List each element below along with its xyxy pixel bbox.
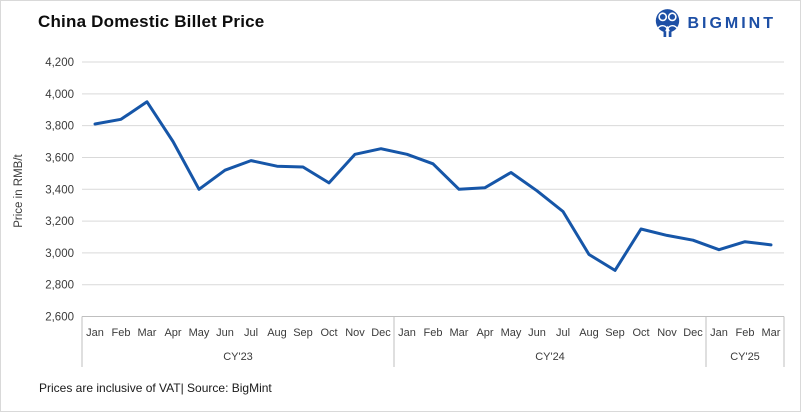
x-tick-label: Aug [579, 327, 599, 339]
price-series-line [93, 100, 773, 272]
x-tick-label: Oct [632, 327, 649, 339]
x-tick-label: Feb [736, 327, 755, 339]
y-tick-label: 3,400 [45, 184, 74, 196]
x-tick-label: Apr [476, 327, 493, 339]
x-tick-label: Dec [371, 327, 391, 339]
x-tick-label: Jan [86, 327, 104, 339]
y-tick-label: 4,000 [45, 89, 74, 101]
x-tick-label: Feb [112, 327, 131, 339]
y-tick-label: 3,200 [45, 216, 74, 228]
x-tick-label: Mar [762, 327, 781, 339]
y-tick-label: 4,200 [45, 57, 74, 69]
x-tick-label: Nov [657, 327, 677, 339]
bigmint-logo-text: BIGMINT [687, 14, 776, 32]
x-tick-label: Jan [398, 327, 416, 339]
x-tick-label: Sep [293, 327, 313, 339]
page-title: China Domestic Billet Price [38, 12, 265, 31]
y-tick-label: 3,000 [45, 248, 74, 260]
x-tick-label: Dec [683, 327, 703, 339]
x-tick-label: Aug [267, 327, 287, 339]
x-tick-label: Jun [216, 327, 234, 339]
x-tick-label: Jul [244, 327, 258, 339]
x-group-label: CY'25 [730, 351, 760, 363]
x-tick-label: May [189, 327, 210, 339]
x-tick-label: Jul [556, 327, 570, 339]
y-tick-label: 2,600 [45, 312, 74, 324]
source-note: Prices are inclusive of VAT| Source: Big… [39, 381, 272, 395]
x-tick-label: Mar [138, 327, 157, 339]
x-tick-label: Oct [320, 327, 337, 339]
bigmint-logo: BIGMINT [654, 8, 776, 39]
y-tick-label: 3,800 [45, 121, 74, 133]
bigmint-logo-icon [656, 9, 680, 37]
y-tick-label: 2,800 [45, 280, 74, 292]
x-group-label: CY'23 [223, 351, 253, 363]
x-tick-label: Feb [424, 327, 443, 339]
x-tick-label: Mar [450, 327, 469, 339]
x-tick-label: Nov [345, 327, 365, 339]
x-tick-label: Apr [164, 327, 181, 339]
x-tick-label: Jun [528, 327, 546, 339]
x-tick-label: Sep [605, 327, 625, 339]
x-tick-label: Jan [710, 327, 728, 339]
x-group-label: CY'24 [535, 351, 565, 363]
x-tick-label: May [501, 327, 522, 339]
y-tick-label: 3,600 [45, 152, 74, 164]
